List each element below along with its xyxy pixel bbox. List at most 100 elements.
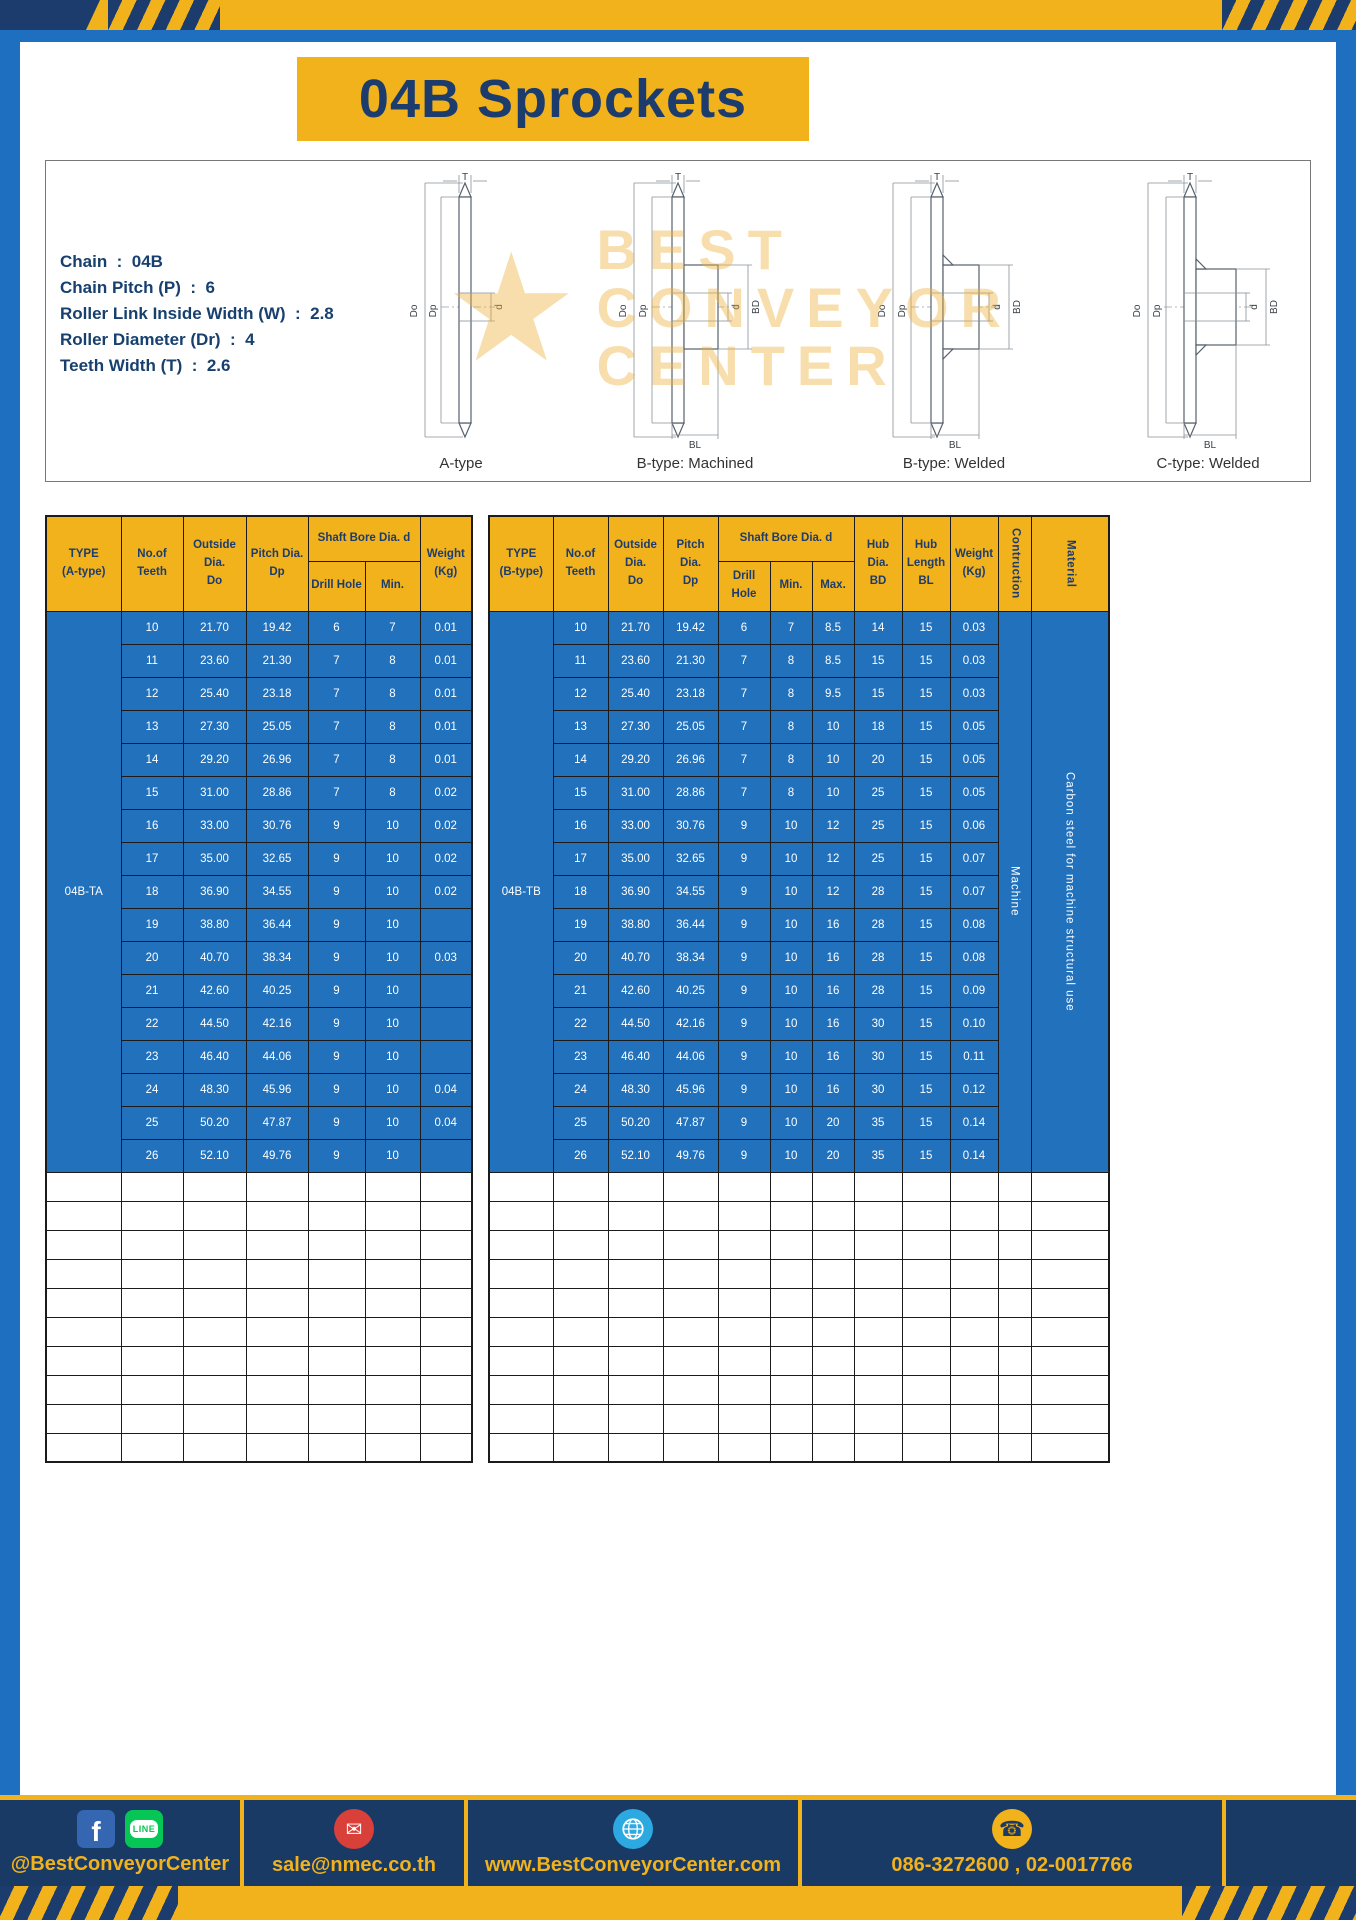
table-cell: 0.03 bbox=[419, 940, 473, 975]
dim-do-label: Do bbox=[1132, 304, 1143, 317]
table-cell bbox=[307, 1200, 366, 1231]
table-cell: 10 bbox=[552, 610, 609, 645]
table-row: 15 31.00 28.86 7 8 10 25 15 0.05 bbox=[489, 775, 1109, 810]
footer-phone-numbers[interactable]: 086-3272600 , 02-0017766 bbox=[891, 1854, 1133, 1876]
table-cell: 33.00 bbox=[607, 808, 664, 843]
table-cell: 25.05 bbox=[245, 709, 309, 744]
table-cell: 29.20 bbox=[607, 742, 664, 777]
table-cell bbox=[901, 1374, 951, 1405]
b-type-table: TYPE (B-type) No.of Teeth Outside Dia. D… bbox=[488, 515, 1110, 1463]
table-cell: 12 bbox=[811, 874, 855, 909]
table-cell: 20 bbox=[853, 742, 903, 777]
table-cell bbox=[1030, 1200, 1109, 1231]
table-cell: 0.07 bbox=[949, 841, 999, 876]
table-cell: 10 bbox=[364, 808, 421, 843]
table-cell bbox=[607, 1287, 664, 1318]
table-cell bbox=[1030, 1374, 1109, 1405]
empty-table-row bbox=[45, 1316, 473, 1347]
col-header-construction: Contruction bbox=[997, 515, 1032, 612]
mail-icon[interactable]: ✉ bbox=[334, 1809, 374, 1849]
bottom-decorative-bar bbox=[0, 1886, 1356, 1920]
table-cell: 38.34 bbox=[662, 940, 719, 975]
table-cell: 14 bbox=[853, 610, 903, 645]
table-cell: 12 bbox=[811, 841, 855, 876]
table-cell: 9 bbox=[307, 1039, 366, 1074]
col-header-pitch: Pitch Dia. Dp bbox=[245, 515, 309, 612]
table-cell bbox=[853, 1229, 903, 1260]
table-cell: 28.86 bbox=[245, 775, 309, 810]
footer-email[interactable]: sale@nmec.co.th bbox=[271, 1854, 436, 1876]
table-cell: 38.34 bbox=[245, 940, 309, 975]
construction-cell: Machine bbox=[997, 610, 1032, 1173]
table-cell: 16 bbox=[811, 1039, 855, 1074]
table-cell: 15 bbox=[901, 940, 951, 975]
table-cell bbox=[662, 1316, 719, 1347]
table-cell bbox=[419, 1138, 473, 1173]
table-cell bbox=[769, 1403, 813, 1434]
table-cell bbox=[245, 1403, 309, 1434]
table-cell bbox=[182, 1316, 247, 1347]
table-row: 20 40.70 38.34 9 10 16 28 15 0.08 bbox=[489, 940, 1109, 975]
facebook-icon[interactable]: f bbox=[77, 1810, 115, 1848]
table-row: 15 31.00 28.86 7 8 0.02 bbox=[46, 775, 473, 810]
table-cell bbox=[811, 1345, 855, 1376]
table-cell: 16 bbox=[811, 940, 855, 975]
dim-dp-label: Dp bbox=[1152, 304, 1163, 317]
table-cell: 8 bbox=[364, 676, 421, 711]
table-cell bbox=[552, 1374, 609, 1405]
table-cell: 48.30 bbox=[182, 1072, 247, 1107]
type-cell: 04B-TB bbox=[488, 610, 554, 1173]
table-cell bbox=[901, 1345, 951, 1376]
table-cell bbox=[245, 1374, 309, 1405]
empty-table-row bbox=[45, 1345, 473, 1376]
table-cell: 15 bbox=[901, 709, 951, 744]
table-cell: 9 bbox=[717, 1105, 771, 1140]
table-cell: 7 bbox=[364, 610, 421, 645]
hazard-stripes-top-left bbox=[108, 0, 220, 30]
table-cell bbox=[419, 1171, 473, 1202]
table-cell bbox=[949, 1287, 999, 1318]
table-cell: 7 bbox=[769, 610, 813, 645]
table-cell bbox=[901, 1403, 951, 1434]
c-type-welded-drawing: Do Dp d BD T bbox=[1132, 172, 1280, 451]
table-row: 12 25.40 23.18 7 8 9.5 15 15 0.03 bbox=[489, 676, 1109, 711]
table-cell: 27.30 bbox=[607, 709, 664, 744]
hazard-stripes-top-right bbox=[1222, 0, 1356, 30]
table-cell: 9 bbox=[717, 874, 771, 909]
table-cell bbox=[769, 1287, 813, 1318]
table-cell: 10 bbox=[769, 874, 813, 909]
table-cell: 9 bbox=[717, 841, 771, 876]
table-cell bbox=[419, 973, 473, 1008]
sprocket-diagram-a-type: Do Dp d T A-type bbox=[391, 171, 531, 472]
globe-icon[interactable] bbox=[613, 1809, 653, 1849]
table-cell bbox=[120, 1229, 184, 1260]
table-cell bbox=[182, 1171, 247, 1202]
col-header-hub-dia: Hub Dia. BD bbox=[853, 515, 903, 612]
table-cell: 7 bbox=[307, 742, 366, 777]
table-cell bbox=[488, 1345, 554, 1376]
footer-social-handle[interactable]: @BestConveyorCenter bbox=[10, 1853, 230, 1875]
table-cell: 20 bbox=[811, 1138, 855, 1173]
a-type-table: TYPE (A-type) No.of Teeth Outside Dia. D… bbox=[45, 515, 473, 1463]
table-cell: 25 bbox=[853, 775, 903, 810]
line-icon[interactable]: LINE bbox=[125, 1810, 163, 1848]
table-cell bbox=[1030, 1316, 1109, 1347]
table-cell: 29.20 bbox=[182, 742, 247, 777]
col-header-outside: Outside Dia. Do bbox=[607, 515, 664, 612]
table-cell: 9 bbox=[717, 1006, 771, 1041]
table-cell bbox=[419, 1200, 473, 1231]
table-cell bbox=[811, 1432, 855, 1463]
phone-icon[interactable]: ☎ bbox=[992, 1809, 1032, 1849]
empty-table-row bbox=[488, 1374, 1109, 1405]
table-cell bbox=[1030, 1171, 1109, 1202]
table-cell: 47.87 bbox=[245, 1105, 309, 1140]
table-cell bbox=[419, 1345, 473, 1376]
footer-website[interactable]: www.BestConveyorCenter.com bbox=[484, 1854, 781, 1876]
table-cell bbox=[245, 1229, 309, 1260]
table-cell: 11 bbox=[552, 643, 609, 678]
dim-dp-label: Dp bbox=[897, 304, 908, 317]
table-cell bbox=[997, 1200, 1032, 1231]
table-cell: 10 bbox=[364, 1105, 421, 1140]
table-row: 21 42.60 40.25 9 10 bbox=[46, 973, 473, 1008]
table-cell bbox=[364, 1403, 421, 1434]
